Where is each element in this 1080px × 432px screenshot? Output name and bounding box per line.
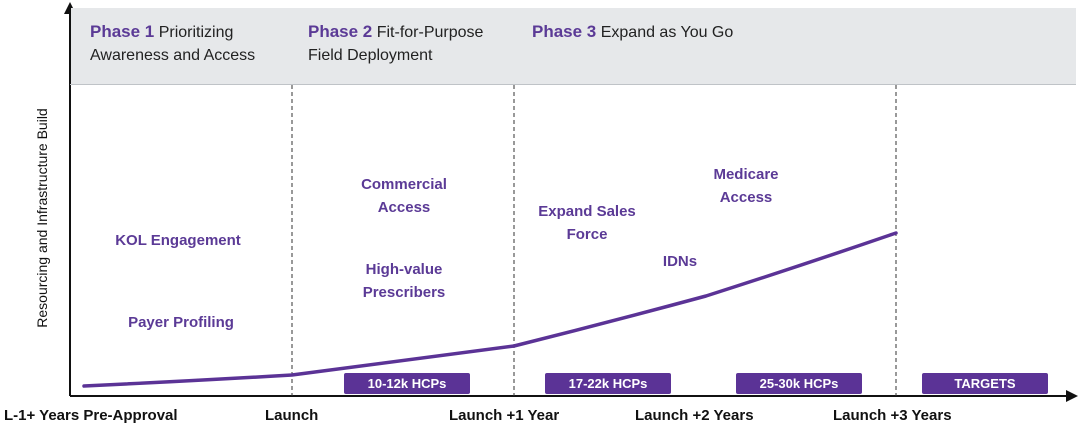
- badge-targets: TARGETS: [922, 373, 1048, 394]
- phase-2-title-line2: Field Deployment: [308, 47, 433, 64]
- growth-curve: [82, 231, 898, 388]
- phase-banner-border: [70, 84, 1076, 85]
- item-payer-profiling: Payer Profiling: [128, 314, 234, 331]
- phase-2-title-line1: Fit-for-Purpose: [376, 24, 484, 41]
- item-idns: IDNs: [662, 253, 698, 270]
- x-tick-launch-3yr: Launch +3 Years: [833, 407, 952, 424]
- phase-3-name: Phase 3: [532, 22, 597, 41]
- phase-1-title-line2: Awareness and Access: [90, 47, 256, 64]
- x-tick-pre-approval: L-1+ Years Pre-Approval: [4, 407, 178, 424]
- phase-1-title-line1: Prioritizing: [158, 24, 234, 41]
- x-axis-arrow: [1066, 390, 1078, 402]
- phase-3-heading: Phase 3 Expand as You Go: [532, 20, 733, 44]
- item-high-value-prescribers: High-value Prescribers: [362, 261, 446, 301]
- x-tick-launch-2yr: Launch +2 Years: [635, 407, 754, 424]
- x-tick-launch-1yr: Launch +1 Year: [449, 407, 560, 424]
- phase-1-name: Phase 1: [90, 22, 155, 41]
- x-tick-launch: Launch: [265, 407, 319, 424]
- phase-2-name: Phase 2: [308, 22, 373, 41]
- item-medicare-access: Medicare Access: [713, 166, 779, 206]
- item-expand-sales-force: Expand Sales Force: [538, 203, 636, 243]
- item-kol-engagement: KOL Engagement: [115, 232, 241, 249]
- phase-banner: [71, 8, 1076, 84]
- item-commercial-access: Commercial Access: [361, 176, 447, 216]
- phase-2-heading: Phase 2 Fit-for-Purpose Field Deployment: [308, 20, 483, 67]
- y-axis-label: Resourcing and Infrastructure Build: [34, 108, 50, 328]
- phase-3-title-line1: Expand as You Go: [600, 24, 734, 41]
- badge-17-22k-hcps: 17-22k HCPs: [545, 373, 671, 394]
- badge-25-30k-hcps: 25-30k HCPs: [736, 373, 862, 394]
- badge-10-12k-hcps: 10-12k HCPs: [344, 373, 470, 394]
- phase-1-heading: Phase 1 Prioritizing Awareness and Acces…: [90, 20, 255, 67]
